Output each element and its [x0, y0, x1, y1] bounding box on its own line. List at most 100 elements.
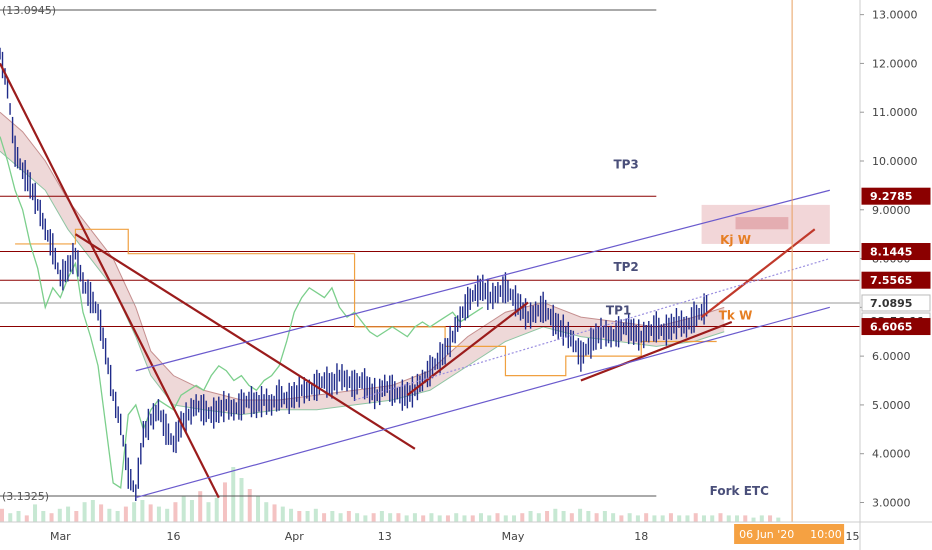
downtrend-long[interactable] — [74, 233, 416, 450]
volume-bar — [743, 515, 748, 522]
volume-bar — [776, 517, 781, 522]
volume-bar — [107, 508, 112, 522]
volume-bar — [735, 515, 740, 522]
volume-bar — [701, 515, 706, 522]
volume-bar — [231, 467, 236, 522]
annotation-tp1: TP1 — [606, 304, 631, 318]
volume-bar — [74, 511, 79, 522]
volume-bar — [660, 515, 665, 522]
volume-bar — [668, 513, 673, 522]
volume-bar — [41, 511, 46, 522]
annotation-tp3: TP3 — [613, 157, 638, 171]
trendlines[interactable] — [0, 62, 830, 499]
volume-bar — [330, 511, 335, 522]
target-inner — [735, 217, 789, 230]
volume-bar — [421, 515, 426, 522]
crosshair-date-label: 06 Jun '20 — [739, 528, 794, 541]
volume-bar — [528, 511, 533, 522]
volume-bar — [140, 500, 145, 522]
volume-bar — [462, 515, 467, 522]
kijun-line — [15, 228, 717, 377]
annotation-tp2: TP2 — [613, 260, 638, 274]
downtrend-steep-1[interactable] — [0, 62, 220, 499]
y-tick-label: 6.0000 — [872, 350, 911, 363]
volume-bar — [82, 502, 87, 522]
volume-bar — [305, 511, 310, 522]
volume-bar — [412, 513, 417, 522]
target-zones — [701, 204, 830, 244]
volume-bar — [602, 511, 607, 522]
volume-bar — [759, 515, 764, 522]
volume-bar — [264, 502, 269, 522]
cloud-span-a — [0, 111, 725, 401]
y-tick-label: 9.0000 — [872, 204, 911, 217]
breakout-line[interactable] — [406, 301, 529, 397]
price-candles — [0, 47, 708, 502]
channel-mid[interactable] — [354, 257, 830, 401]
volume-bar — [346, 511, 351, 522]
volume-bar — [503, 515, 508, 522]
volume-bar — [561, 511, 566, 522]
price-label-box — [861, 271, 931, 289]
x-tick-label: Apr — [285, 530, 305, 543]
kijun-step-line — [15, 228, 717, 377]
channel-bottom[interactable] — [135, 306, 830, 499]
volume-bar — [685, 515, 690, 522]
volume-bar — [454, 513, 459, 522]
volume-bar — [289, 508, 294, 522]
volume-bar — [33, 504, 38, 522]
volume-bar — [57, 508, 62, 522]
volume-bar — [619, 515, 624, 522]
channel-top[interactable] — [135, 189, 830, 372]
volume-bar — [247, 489, 252, 522]
volume-bar — [693, 513, 698, 522]
breakout-target[interactable] — [700, 228, 816, 318]
volume-bar — [652, 515, 657, 522]
volume-bar — [16, 511, 21, 522]
annotation-tk-w: Tk W — [719, 309, 753, 323]
volume-bar — [470, 515, 475, 522]
volume-bar — [578, 508, 583, 522]
volume-bar — [338, 513, 343, 522]
volume-bar — [198, 491, 203, 522]
volume-bar — [635, 515, 640, 522]
volume-bar — [553, 508, 558, 522]
annotation-fork-etc: Fork ETC — [710, 484, 769, 498]
price-label-box — [861, 318, 931, 336]
volume-bars — [0, 467, 781, 522]
volume-bar — [272, 504, 277, 522]
price-label-box — [861, 294, 931, 312]
volume-bar — [214, 497, 219, 522]
volume-bar — [0, 508, 4, 522]
ichimoku-cloud — [0, 111, 725, 416]
lagging-span — [0, 136, 484, 489]
volume-bar — [148, 504, 153, 522]
x-tick-label: May — [502, 530, 525, 543]
volume-bar — [132, 502, 137, 522]
volume-bar — [388, 513, 393, 522]
volume-bar — [90, 500, 95, 522]
support-line[interactable] — [580, 320, 733, 382]
volume-bar — [49, 513, 54, 522]
volume-bar — [429, 513, 434, 522]
x-tick-label: 13 — [378, 530, 392, 543]
volume-bar — [222, 482, 227, 522]
volume-bar — [644, 513, 649, 522]
volume-bar — [520, 513, 525, 522]
volume-bar — [586, 511, 591, 522]
crosshair-time-label: 10:00 — [810, 528, 842, 541]
price-label-text: 6.6065 — [870, 321, 912, 334]
volume-bar — [726, 515, 731, 522]
volume-bar — [478, 513, 483, 522]
volume-bar — [379, 511, 384, 522]
volume-bar — [487, 515, 492, 522]
volume-bar — [371, 513, 376, 522]
volume-bar — [181, 495, 186, 522]
volume-bar — [156, 506, 161, 522]
volume-bar — [313, 508, 318, 522]
y-axis: 13.000012.000011.000010.00009.00008.0000… — [859, 0, 918, 550]
crosshair-date-box — [734, 524, 845, 544]
volume-bar — [206, 502, 211, 522]
